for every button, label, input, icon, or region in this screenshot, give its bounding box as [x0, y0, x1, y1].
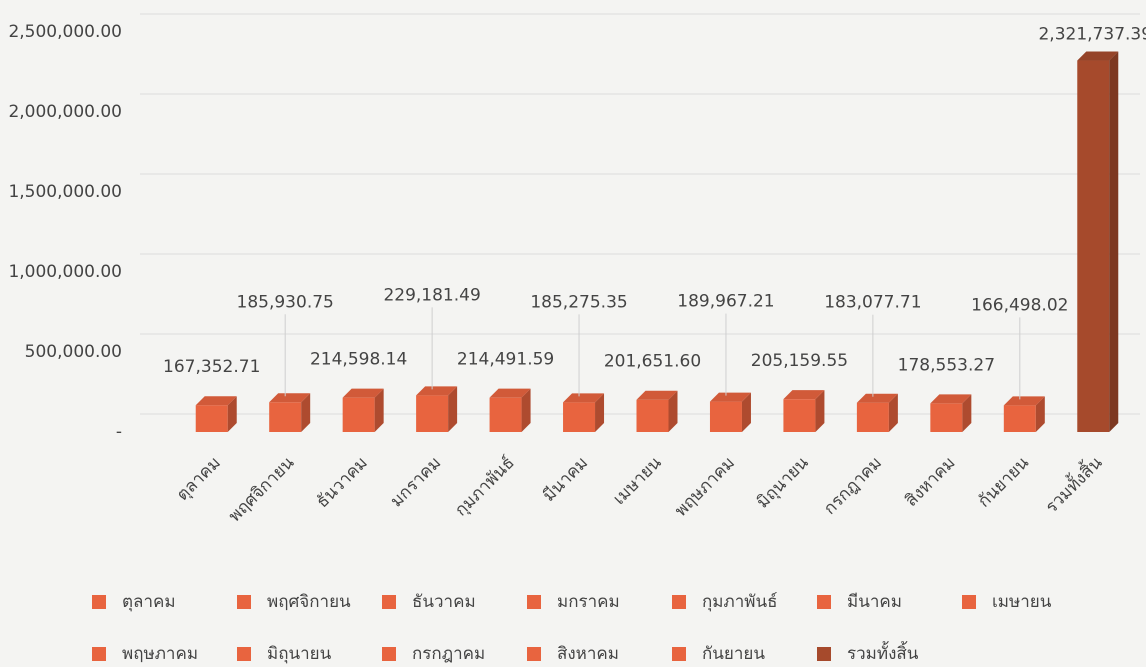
bar-top — [563, 393, 605, 403]
y-tick-label: 500,000.00 — [25, 342, 122, 362]
x-tick-label: กันยายน — [974, 453, 1033, 512]
bar-side — [227, 396, 237, 432]
bar-side — [1109, 51, 1119, 432]
bar — [563, 402, 596, 432]
bar-side — [741, 392, 751, 432]
value-label: 214,598.14 — [310, 350, 407, 370]
y-tick-label: - — [116, 422, 122, 442]
y-tick-label: 1,000,000.00 — [8, 262, 122, 282]
value-label: 229,181.49 — [383, 285, 480, 305]
bar — [416, 395, 449, 432]
bar-side — [888, 393, 898, 432]
y-tick-label: 1,500,000.00 — [8, 182, 122, 202]
value-label: 189,967.21 — [677, 292, 774, 312]
x-tick-label: มกราคม — [387, 453, 446, 512]
bar — [930, 403, 963, 432]
bar-top — [489, 388, 531, 398]
bar-top — [1077, 51, 1119, 61]
bar-side — [1035, 396, 1045, 432]
legend-label: สิงหาคม — [557, 644, 619, 664]
legend-label: มิถุนายน — [267, 644, 332, 664]
x-tick-label: มิถุนายน — [753, 453, 813, 513]
bar — [269, 402, 302, 432]
bar-side — [595, 393, 605, 432]
bar-side — [668, 390, 678, 432]
x-tick-label: เมษายน — [609, 453, 665, 509]
x-tick-label: รวมทั้งสิ้น — [1040, 451, 1107, 518]
legend-label: กันยายน — [702, 644, 765, 664]
bar-side — [962, 394, 972, 432]
bar-side — [521, 388, 531, 432]
bar — [1003, 405, 1036, 432]
x-tick-label: ธันวาคม — [313, 453, 372, 512]
legend-label: กรกฎาคม — [412, 644, 485, 664]
legend-label: กุมภาพันธ์ — [702, 592, 777, 612]
legend-label: รวมทั้งสิ้น — [847, 641, 919, 664]
legend-swatch — [92, 595, 106, 609]
bar-top — [930, 394, 972, 404]
bar-side — [301, 393, 311, 432]
legend-swatch — [237, 647, 251, 661]
bar-top — [195, 396, 237, 406]
value-label: 185,930.75 — [237, 292, 334, 312]
bar — [195, 405, 228, 432]
x-tick-label: สิงหาคม — [901, 453, 959, 511]
value-label: 185,275.35 — [530, 292, 627, 312]
bar-top — [342, 388, 384, 398]
y-tick-label: 2,000,000.00 — [8, 102, 122, 122]
legend-label: มีนาคม — [847, 592, 902, 612]
y-tick-label: 2,500,000.00 — [8, 22, 122, 42]
value-label: 183,077.71 — [824, 293, 921, 313]
legend-label: เมษายน — [992, 592, 1052, 612]
bar-top — [416, 386, 458, 396]
bar-top — [269, 393, 311, 403]
bar-top — [636, 390, 678, 400]
legend-swatch — [382, 595, 396, 609]
value-label: 201,651.60 — [604, 352, 701, 372]
legend-label: ตุลาคม — [122, 592, 176, 612]
legend-swatch — [527, 647, 541, 661]
bar — [856, 402, 889, 432]
bar-side — [374, 388, 384, 432]
value-label: 178,553.27 — [898, 355, 995, 375]
x-tick-label: กุมภาพันธ์ — [451, 453, 519, 521]
legend-swatch — [237, 595, 251, 609]
legend-swatch — [672, 595, 686, 609]
legend-swatch — [92, 647, 106, 661]
legend-swatch — [527, 595, 541, 609]
legend-swatch — [817, 647, 831, 661]
legend-swatch — [382, 647, 396, 661]
bar-top — [783, 390, 825, 400]
bar-top — [1003, 396, 1045, 406]
value-label: 167,352.71 — [163, 357, 260, 377]
bar-side — [815, 390, 825, 432]
legend-swatch — [817, 595, 831, 609]
legend-swatch — [962, 595, 976, 609]
x-tick-label: พฤษภาคม — [671, 453, 739, 521]
bar — [489, 397, 522, 432]
x-tick-label: ตุลาคม — [173, 453, 225, 505]
value-label: 214,491.59 — [457, 350, 554, 370]
legend-label: พฤษภาคม — [122, 644, 198, 664]
bar-top — [709, 392, 751, 402]
bar — [636, 399, 669, 432]
x-tick-label: มีนาคม — [539, 453, 592, 506]
legend-swatch — [672, 647, 686, 661]
bar — [709, 401, 742, 432]
bar — [1077, 60, 1110, 432]
value-label: 205,159.55 — [751, 351, 848, 371]
x-tick-label: พฤศจิกายน — [225, 453, 299, 527]
legend-label: มกราคม — [557, 592, 620, 612]
bar — [342, 397, 375, 432]
legend-label: ธันวาคม — [412, 592, 476, 612]
x-tick-label: กรกฎาคม — [820, 453, 886, 519]
value-label: 2,321,737.39 — [1038, 25, 1146, 45]
bar-top — [856, 393, 898, 403]
bar-side — [448, 386, 458, 432]
bar — [783, 399, 816, 432]
legend-label: พฤศจิกายน — [267, 592, 351, 612]
value-label: 166,498.02 — [971, 295, 1068, 315]
